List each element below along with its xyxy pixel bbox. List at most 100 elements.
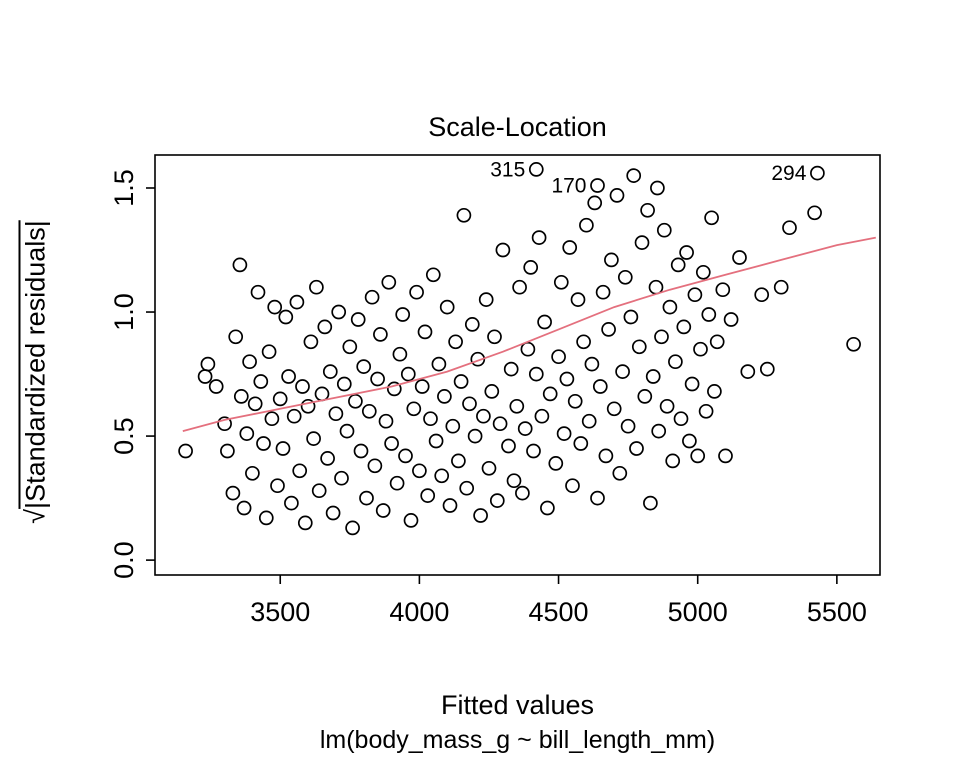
data-point bbox=[325, 505, 341, 521]
data-point bbox=[245, 465, 260, 481]
data-point bbox=[239, 426, 255, 441]
data-point bbox=[225, 485, 241, 501]
data-point bbox=[322, 364, 338, 379]
data-point bbox=[456, 207, 472, 223]
data-point bbox=[698, 403, 714, 419]
data-point bbox=[272, 391, 288, 407]
point-id-label: 315 bbox=[490, 158, 525, 181]
data-point bbox=[584, 356, 600, 372]
data-point bbox=[590, 490, 605, 506]
data-point bbox=[256, 436, 271, 451]
data-point bbox=[492, 416, 508, 432]
data-point bbox=[451, 453, 466, 469]
x-tick-label: 5500 bbox=[807, 597, 867, 627]
data-point bbox=[704, 210, 719, 226]
data-point bbox=[715, 282, 731, 298]
data-point bbox=[473, 508, 488, 523]
data-point bbox=[670, 257, 686, 273]
data-point bbox=[598, 448, 614, 464]
data-point bbox=[428, 433, 444, 449]
data-point bbox=[570, 292, 586, 307]
data-point bbox=[353, 443, 369, 459]
data-point bbox=[398, 448, 413, 464]
data-point bbox=[562, 240, 578, 255]
data-point bbox=[662, 299, 678, 315]
data-point bbox=[425, 267, 441, 283]
data-point bbox=[264, 411, 280, 427]
data-point bbox=[620, 418, 636, 434]
data-point bbox=[595, 284, 611, 300]
data-point bbox=[442, 498, 458, 513]
data-point bbox=[487, 329, 502, 345]
data-point bbox=[295, 379, 310, 394]
data-point bbox=[565, 478, 580, 494]
data-point bbox=[707, 384, 722, 399]
data-point bbox=[392, 346, 408, 362]
data-point bbox=[567, 393, 583, 409]
data-point bbox=[637, 389, 653, 404]
data-point bbox=[375, 503, 391, 518]
x-tick-label: 4500 bbox=[529, 597, 589, 627]
data-point bbox=[292, 463, 308, 479]
y-tick-label: 0.0 bbox=[109, 541, 139, 579]
data-point bbox=[503, 361, 519, 377]
data-point bbox=[334, 470, 349, 486]
data-point bbox=[673, 411, 689, 427]
data-point bbox=[526, 443, 541, 459]
data-point bbox=[356, 359, 372, 374]
data-point bbox=[553, 274, 569, 290]
data-point bbox=[409, 284, 424, 300]
data-point bbox=[690, 448, 706, 464]
data-point bbox=[609, 188, 625, 203]
data-point bbox=[668, 354, 683, 370]
data-point bbox=[629, 441, 644, 456]
data-point bbox=[676, 319, 692, 335]
data-point bbox=[531, 230, 547, 245]
data-point bbox=[645, 369, 661, 384]
labeled-data-point bbox=[528, 162, 544, 177]
data-point bbox=[467, 428, 483, 444]
data-point bbox=[523, 260, 539, 275]
data-point bbox=[592, 379, 608, 394]
data-point bbox=[631, 339, 647, 355]
data-point bbox=[807, 205, 822, 221]
data-point bbox=[617, 269, 633, 285]
data-point bbox=[336, 376, 352, 392]
data-point bbox=[656, 222, 672, 238]
data-point bbox=[373, 327, 388, 342]
data-point bbox=[515, 485, 530, 501]
data-point bbox=[459, 480, 475, 496]
data-point bbox=[361, 403, 377, 419]
data-point bbox=[253, 374, 269, 389]
data-point bbox=[420, 488, 436, 503]
data-point bbox=[448, 334, 463, 350]
data-point bbox=[208, 379, 224, 394]
data-point bbox=[462, 396, 477, 412]
data-point bbox=[412, 463, 427, 479]
data-point bbox=[606, 401, 622, 417]
data-point bbox=[534, 408, 550, 424]
data-point bbox=[759, 361, 775, 377]
data-point bbox=[197, 369, 213, 384]
data-point bbox=[640, 202, 655, 218]
data-point bbox=[659, 398, 675, 414]
data-point bbox=[395, 307, 411, 322]
data-point bbox=[556, 426, 572, 441]
data-point bbox=[386, 381, 402, 397]
data-point bbox=[695, 264, 711, 280]
data-point bbox=[384, 436, 399, 451]
data-point bbox=[718, 448, 733, 464]
chart-title: Scale-Location bbox=[428, 112, 607, 142]
data-point bbox=[267, 299, 283, 315]
data-point bbox=[601, 322, 616, 337]
data-point bbox=[284, 495, 299, 511]
data-point bbox=[740, 364, 756, 379]
data-point bbox=[634, 235, 650, 250]
data-point bbox=[233, 389, 249, 404]
data-point bbox=[270, 478, 285, 494]
point-id-label: 170 bbox=[551, 175, 586, 198]
data-point bbox=[431, 356, 447, 372]
data-point bbox=[178, 443, 193, 459]
